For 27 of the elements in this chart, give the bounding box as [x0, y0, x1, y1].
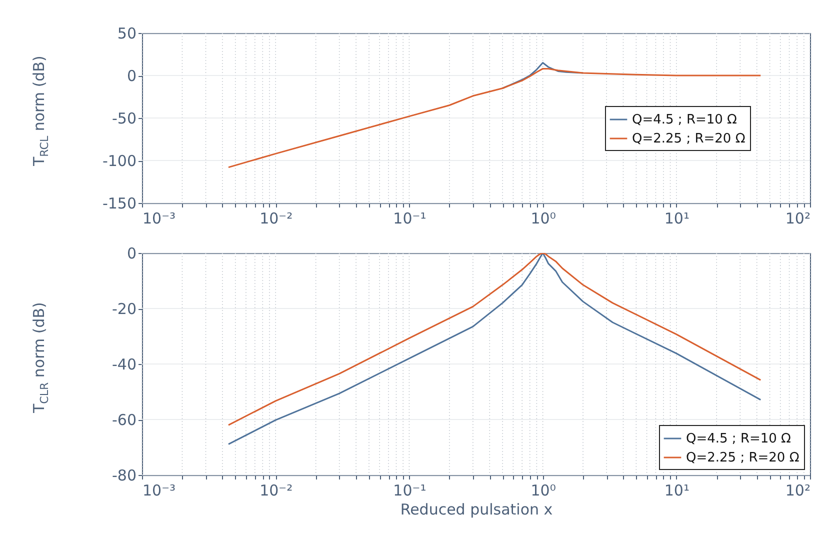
- y-tick-label: -20: [112, 300, 136, 318]
- x-tick-label: 10⁰: [530, 482, 556, 500]
- legend-label: Q=2.25 ; R=20 Ω: [632, 132, 746, 146]
- legend-label: Q=4.5 ; R=10 Ω: [632, 112, 738, 128]
- x-tick-label: 10⁻¹: [393, 482, 426, 500]
- legend-label: Q=2.25 ; R=20 Ω: [686, 450, 800, 466]
- x-tick-label: 10⁻²: [260, 482, 293, 500]
- y-tick-label: 0: [126, 244, 136, 262]
- y-tick-label: -100: [102, 152, 136, 170]
- x-tick-label: 10¹: [664, 482, 690, 500]
- y-tick-label: -40: [112, 356, 136, 374]
- x-axis-title: Reduced pulsation x: [400, 500, 553, 518]
- y-tick-label: 0: [126, 67, 136, 85]
- x-tick-label: 10²: [785, 482, 810, 500]
- y-tick-label: -50: [112, 110, 136, 128]
- y-tick-label: -80: [112, 466, 136, 484]
- legend-label: Q=4.5 ; R=10 Ω: [686, 432, 792, 446]
- x-tick-label: 10¹: [664, 210, 690, 228]
- y-tick-label: 50: [117, 24, 136, 42]
- y-tick-label: -150: [102, 194, 136, 212]
- x-tick-label: 10⁻¹: [393, 210, 426, 228]
- x-tick-label: 10⁻²: [260, 210, 293, 228]
- x-tick-label: 10⁻³: [142, 210, 176, 228]
- x-tick-label: 10⁻³: [142, 482, 176, 500]
- y-tick-label: -60: [112, 411, 136, 429]
- x-tick-label: 10²: [785, 210, 810, 228]
- x-tick-label: 10⁰: [530, 210, 556, 228]
